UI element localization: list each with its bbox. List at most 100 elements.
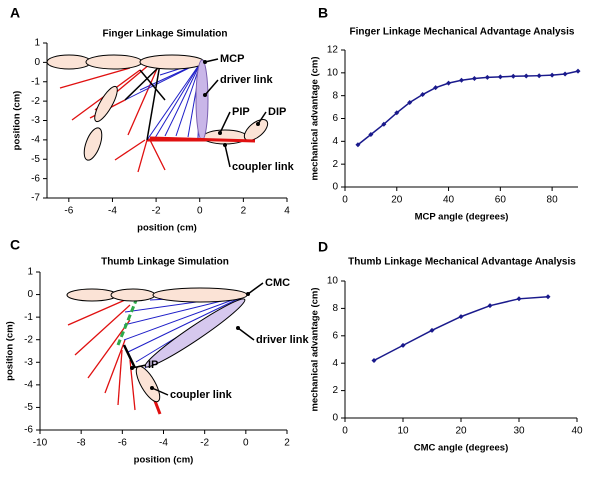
arrow-head xyxy=(246,292,250,296)
data-point xyxy=(394,110,400,116)
x-tick-label: 0 xyxy=(243,438,249,449)
y-tick-label: 8 xyxy=(332,303,338,314)
annotation-arrow xyxy=(247,282,264,295)
data-point xyxy=(371,357,377,363)
annotation-arrow xyxy=(237,327,255,341)
y-axis-label: mechanical advantage (cm) xyxy=(310,56,321,180)
y-tick-label: -4 xyxy=(31,135,40,146)
data-point xyxy=(487,303,493,309)
y-axis-label: position (cm) xyxy=(12,91,23,151)
annotation-arrow xyxy=(204,79,219,96)
y-tick-label: -6 xyxy=(24,425,33,436)
arrow-head xyxy=(236,326,240,330)
annotation: DIP xyxy=(268,106,286,118)
x-tick-label: 20 xyxy=(455,426,467,437)
data-point xyxy=(407,100,413,106)
data-point xyxy=(381,121,387,127)
data-point xyxy=(368,131,374,137)
x-tick-label: 2 xyxy=(284,438,290,449)
data-point xyxy=(459,77,464,83)
x-tick-label: 0 xyxy=(342,426,348,437)
annotation: coupler link xyxy=(232,161,295,173)
arrow-head xyxy=(223,143,227,147)
panel-label: C xyxy=(10,237,20,253)
data-point xyxy=(429,327,435,333)
data-point xyxy=(545,294,551,300)
y-tick-label: 1 xyxy=(34,38,40,49)
y-tick-label: -5 xyxy=(31,154,40,165)
x-tick-label: -6 xyxy=(64,206,73,217)
data-point xyxy=(400,342,406,348)
x-axis-label: position (cm) xyxy=(134,455,194,466)
chart-title: Thumb Linkage Mechanical Advantage Analy… xyxy=(348,257,576,268)
y-axis-label: position (cm) xyxy=(5,321,16,381)
y-tick-label: 1 xyxy=(27,267,33,278)
annotation: coupler link xyxy=(170,389,233,401)
x-axis-label: MCP angle (degrees) xyxy=(415,212,509,223)
panel-label: D xyxy=(318,239,328,255)
y-axis-label: mechanical advantage (cm) xyxy=(310,287,321,411)
y-tick-label: -6 xyxy=(31,173,40,184)
chart-title: Finger Linkage Mechanical Advantage Anal… xyxy=(350,27,575,38)
x-tick-label: 4 xyxy=(284,206,290,217)
annotation: driver link xyxy=(256,334,309,346)
y-tick-label: 10 xyxy=(327,67,339,78)
y-tick-label: 4 xyxy=(332,136,338,147)
x-tick-label: 40 xyxy=(443,195,455,206)
data-point xyxy=(471,76,477,82)
data-line xyxy=(373,296,549,362)
x-tick-label: 40 xyxy=(571,426,583,437)
annotation-arrow xyxy=(219,111,231,134)
x-tick-label: -10 xyxy=(33,438,48,449)
data-point xyxy=(458,314,464,320)
data-point xyxy=(536,73,542,79)
y-tick-label: 6 xyxy=(332,113,338,124)
x-tick-label: 80 xyxy=(547,195,559,206)
data-point xyxy=(516,296,522,302)
x-tick-label: 10 xyxy=(397,426,409,437)
data-point xyxy=(549,72,555,78)
arrow-head xyxy=(130,366,134,370)
x-tick-label: -4 xyxy=(108,206,117,217)
x-axis-label: position (cm) xyxy=(137,223,197,234)
y-tick-label: -5 xyxy=(24,402,33,413)
y-tick-label: -1 xyxy=(24,312,33,323)
arrow-head xyxy=(218,131,222,135)
x-tick-label: 60 xyxy=(495,195,507,206)
data-point xyxy=(355,142,361,148)
panel-label: B xyxy=(318,5,328,21)
x-tick-label: -4 xyxy=(159,438,168,449)
data-point xyxy=(523,73,529,79)
y-tick-label: 8 xyxy=(332,90,338,101)
x-tick-label: 0 xyxy=(197,206,203,217)
chart-title: Thumb Linkage Simulation xyxy=(101,257,229,268)
y-tick-label: -3 xyxy=(31,115,40,126)
x-tick-label: -8 xyxy=(77,438,86,449)
y-tick-label: 6 xyxy=(332,330,338,341)
y-tick-label: -2 xyxy=(24,334,33,345)
x-tick-label: 2 xyxy=(241,206,247,217)
annotation-arrow xyxy=(204,58,219,63)
x-tick-label: -6 xyxy=(118,438,127,449)
data-line xyxy=(357,70,579,146)
annotation: PIP xyxy=(232,106,250,118)
data-point xyxy=(484,74,490,80)
y-tick-label: 4 xyxy=(332,358,338,369)
y-tick-label: 10 xyxy=(327,276,339,287)
annotation-arrow xyxy=(224,144,231,168)
x-tick-label: -2 xyxy=(200,438,209,449)
chart-title: Finger Linkage Simulation xyxy=(102,29,227,40)
y-tick-label: -2 xyxy=(31,96,40,107)
thumb-drawing xyxy=(66,287,248,415)
y-tick-label: -7 xyxy=(31,193,40,204)
annotation: IP xyxy=(148,359,158,371)
arrow-head xyxy=(256,122,260,126)
annotation-arrow xyxy=(131,364,147,369)
y-tick-label: 0 xyxy=(332,413,338,424)
y-tick-label: 12 xyxy=(327,45,339,56)
annotation: driver link xyxy=(220,74,273,86)
arrow-head xyxy=(203,93,207,97)
arrow-head xyxy=(203,60,207,64)
x-tick-label: 30 xyxy=(513,426,525,437)
